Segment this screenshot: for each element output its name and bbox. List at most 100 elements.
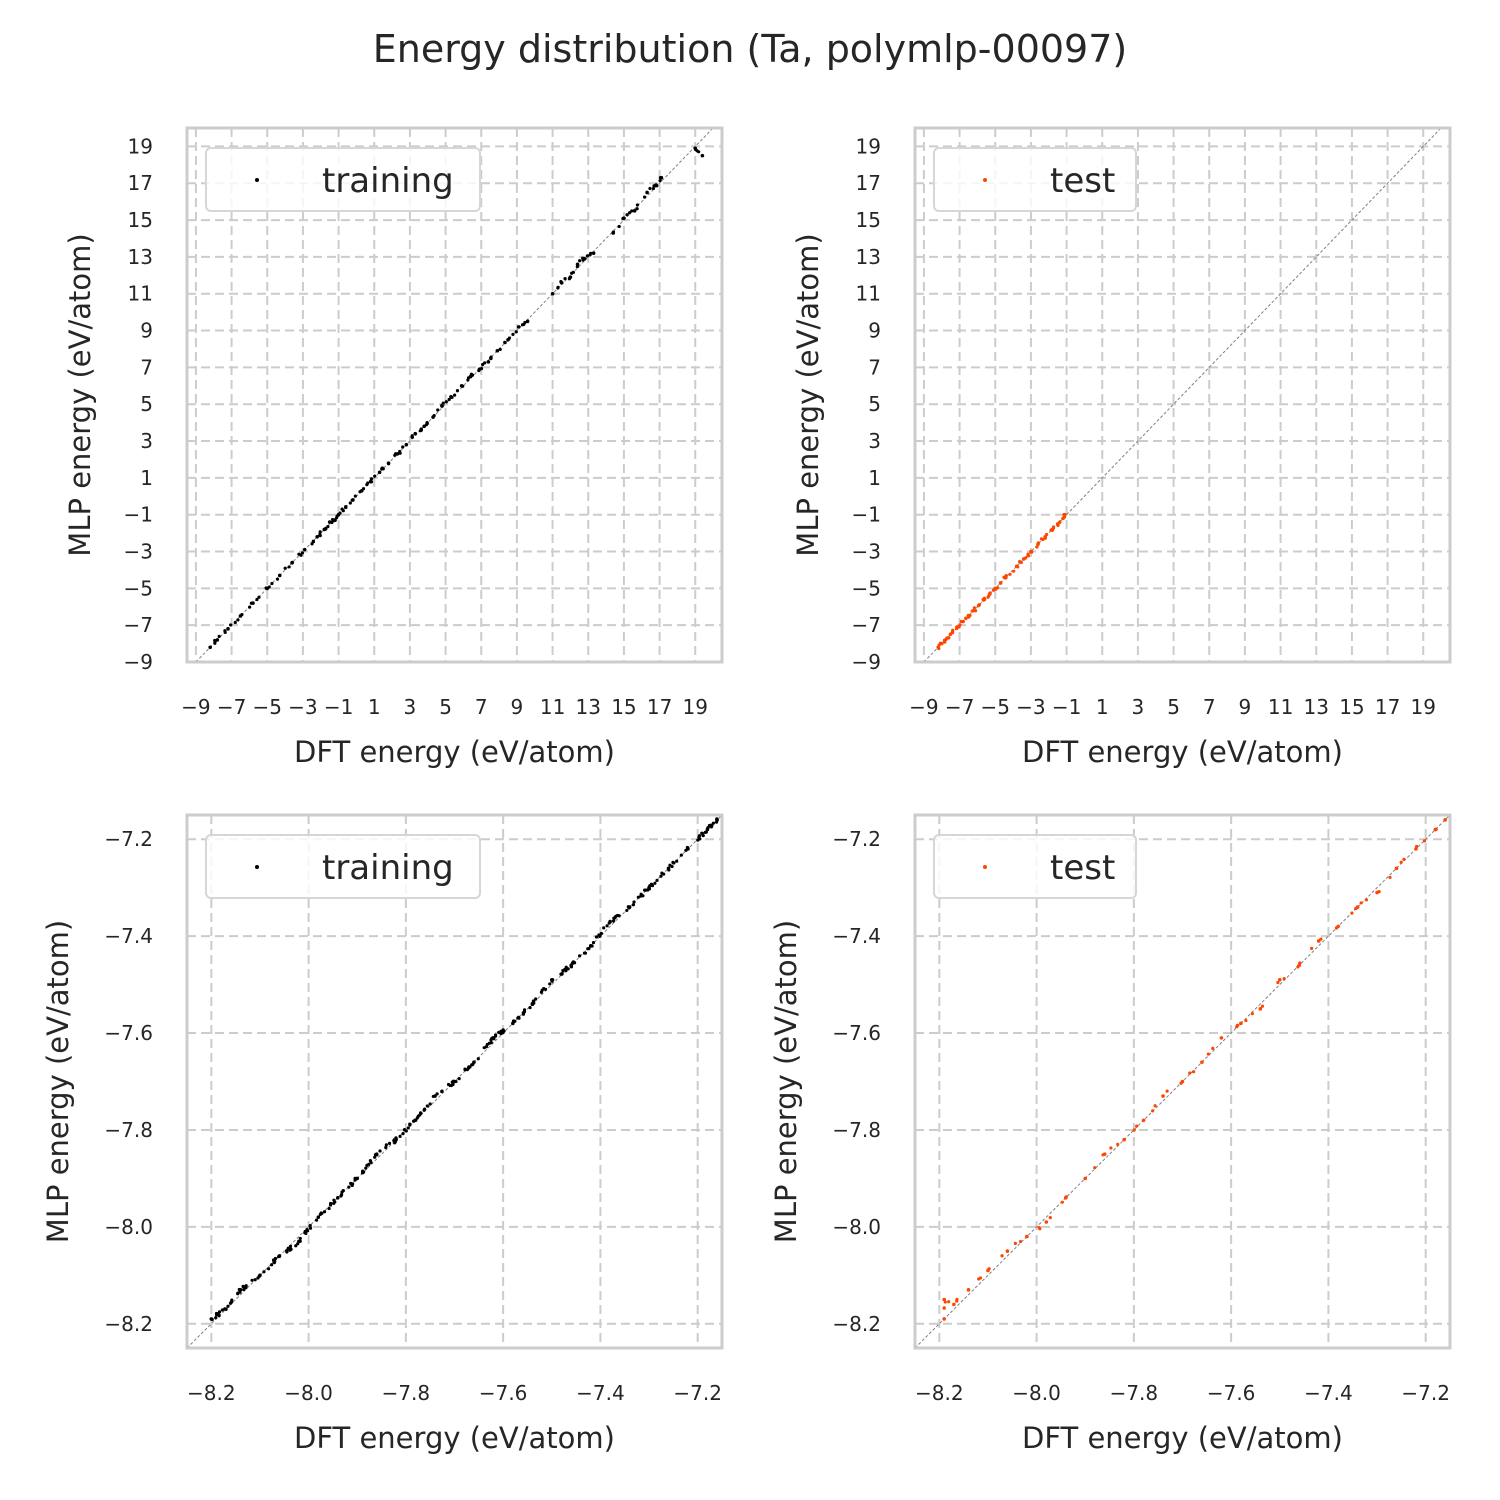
data-point	[214, 1316, 218, 1320]
data-point	[479, 367, 484, 371]
data-point	[1415, 844, 1419, 849]
data-point	[937, 643, 941, 647]
data-point	[440, 403, 444, 408]
data-point	[318, 1212, 322, 1217]
data-point	[1151, 1109, 1155, 1113]
data-point	[996, 586, 1000, 590]
data-point	[1109, 1146, 1113, 1150]
data-point	[1030, 550, 1034, 554]
data-point	[316, 1215, 321, 1219]
data-point	[655, 184, 659, 188]
data-point	[482, 1046, 486, 1050]
series-test	[942, 818, 1447, 1321]
x-tick-label: 15	[611, 695, 636, 719]
data-point	[1192, 1070, 1196, 1074]
y-axis-label: MLP energy (eV/atom)	[769, 920, 803, 1243]
y-tick-label: −7.4	[104, 924, 153, 948]
y-tick-label: 3	[140, 429, 153, 453]
y-tick-label: 9	[868, 319, 881, 343]
y-tick-label: 11	[128, 282, 153, 306]
data-point	[964, 616, 968, 621]
data-point	[249, 601, 253, 605]
data-point	[659, 874, 663, 878]
data-point	[353, 1176, 357, 1181]
y-tick-label: −7.2	[832, 827, 881, 851]
data-point	[493, 1034, 498, 1038]
data-point	[642, 195, 647, 199]
data-point	[981, 597, 985, 602]
data-point	[987, 1267, 991, 1271]
data-point	[322, 1210, 327, 1214]
data-point	[373, 474, 377, 478]
data-point	[587, 946, 591, 951]
data-point	[283, 566, 287, 570]
data-point	[472, 1060, 476, 1064]
legend-box	[933, 834, 1137, 899]
data-point	[275, 577, 280, 581]
data-point	[353, 494, 357, 498]
data-point	[375, 1153, 379, 1157]
data-point	[671, 860, 675, 864]
data-point	[267, 585, 271, 589]
data-point	[384, 1143, 388, 1147]
x-tick-label: 3	[1132, 695, 1145, 719]
x-tick-label: −7.2	[673, 1381, 722, 1405]
data-point	[588, 253, 592, 257]
data-point	[332, 1198, 336, 1202]
data-point	[501, 1028, 505, 1032]
legend-marker	[983, 865, 987, 869]
data-point	[653, 881, 657, 885]
data-point	[511, 332, 515, 336]
y-tick-label: 17	[128, 171, 153, 195]
data-point	[394, 1136, 398, 1140]
data-point	[952, 1302, 956, 1307]
y-tick-label: 13	[856, 245, 881, 269]
data-point	[685, 845, 689, 850]
data-point	[943, 1300, 947, 1304]
data-point	[611, 919, 616, 923]
y-tick-label: −7.2	[104, 827, 153, 851]
data-point	[1036, 541, 1041, 545]
data-point	[1008, 572, 1012, 576]
y-tick-label: −7.6	[832, 1021, 881, 1045]
data-point	[1016, 565, 1020, 569]
data-point	[344, 505, 348, 509]
data-point	[418, 1113, 422, 1117]
data-point	[332, 1201, 336, 1206]
data-point	[1219, 1036, 1224, 1040]
y-tick-label: −8.0	[832, 1215, 881, 1239]
data-point	[944, 637, 948, 641]
data-point	[255, 597, 259, 602]
data-point	[958, 623, 962, 627]
data-point	[1276, 980, 1280, 985]
series-test	[936, 512, 1067, 651]
y-tick-label: −9	[852, 650, 881, 674]
data-point	[262, 1270, 266, 1274]
data-point	[495, 349, 500, 353]
x-tick-label: −9	[909, 695, 938, 719]
data-point	[298, 1239, 302, 1243]
series-training	[209, 817, 719, 1322]
x-tick-label: 17	[1375, 695, 1400, 719]
data-point	[1044, 1220, 1049, 1224]
data-point	[466, 378, 470, 382]
data-point	[951, 628, 955, 632]
panel-top-left: −9 −7 −5 −3 −1 1 3 5 7 9 11 13 15 17 19−9−7−5−3−113579…	[63, 126, 724, 769]
data-point	[1239, 1021, 1243, 1026]
y-tick-label: 7	[868, 355, 881, 379]
axes-frame	[185, 126, 724, 664]
data-point	[408, 1122, 412, 1126]
y-tick-label: 1	[140, 466, 153, 490]
data-point	[1018, 1239, 1023, 1244]
data-point	[469, 372, 473, 376]
y-tick-label: −5	[124, 576, 153, 600]
data-point	[1310, 946, 1314, 950]
data-point	[298, 1236, 302, 1241]
x-tick-label: −7.6	[1207, 1381, 1256, 1405]
data-point	[350, 498, 354, 502]
data-point	[444, 400, 448, 404]
data-point	[611, 230, 616, 234]
data-point	[591, 940, 596, 945]
y-tick-label: 7	[140, 355, 153, 379]
